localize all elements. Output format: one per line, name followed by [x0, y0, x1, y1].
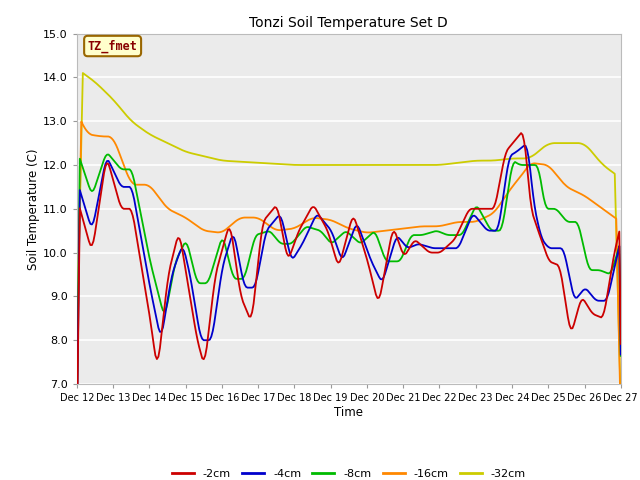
- X-axis label: Time: Time: [334, 406, 364, 419]
- Y-axis label: Soil Temperature (C): Soil Temperature (C): [28, 148, 40, 270]
- Text: TZ_fmet: TZ_fmet: [88, 39, 138, 53]
- Legend: -2cm, -4cm, -8cm, -16cm, -32cm: -2cm, -4cm, -8cm, -16cm, -32cm: [167, 465, 531, 480]
- Title: Tonzi Soil Temperature Set D: Tonzi Soil Temperature Set D: [250, 16, 448, 30]
